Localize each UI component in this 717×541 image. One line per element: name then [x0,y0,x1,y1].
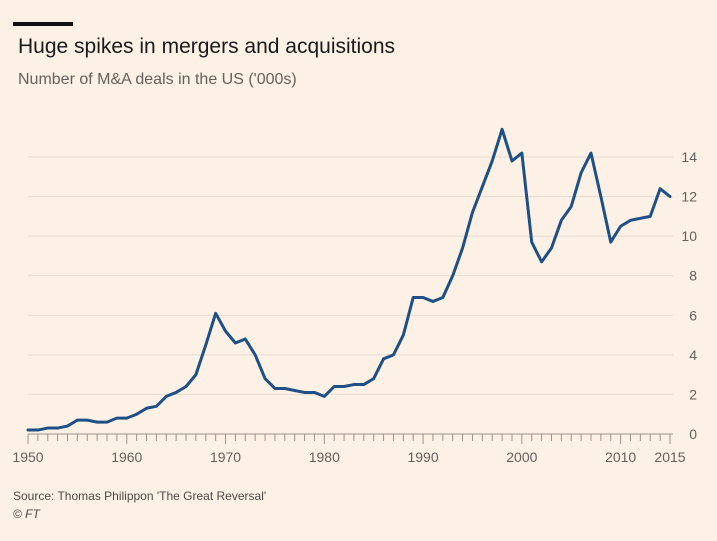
source-note: Source: Thomas Philippon 'The Great Reve… [13,489,267,503]
y-tick-label: 10 [681,228,697,244]
x-tick-label: 1990 [407,449,438,465]
ft-credit: © FT [13,507,40,521]
x-tick-label: 1970 [210,449,241,465]
y-tick-label: 14 [681,149,697,165]
y-tick-label: 6 [689,307,697,323]
x-tick-label: 1960 [111,449,142,465]
x-tick-label: 2015 [654,449,685,465]
chart-subtitle: Number of M&A deals in the US ('000s) [18,71,297,88]
x-tick-label: 1950 [12,449,43,465]
y-tick-label: 4 [689,347,697,363]
series-line [26,127,672,432]
x-tick-label: 2000 [506,449,537,465]
x-tick-label: 2010 [605,449,636,465]
y-tick-label: 12 [681,189,697,205]
x-tick-label: 1980 [309,449,340,465]
y-tick-label: 8 [689,268,697,284]
y-tick-label: 0 [689,426,697,442]
y-tick-label: 2 [689,386,697,402]
ft-top-bar [13,22,73,26]
chart-title: Huge spikes in mergers and acquisitions [18,35,396,58]
